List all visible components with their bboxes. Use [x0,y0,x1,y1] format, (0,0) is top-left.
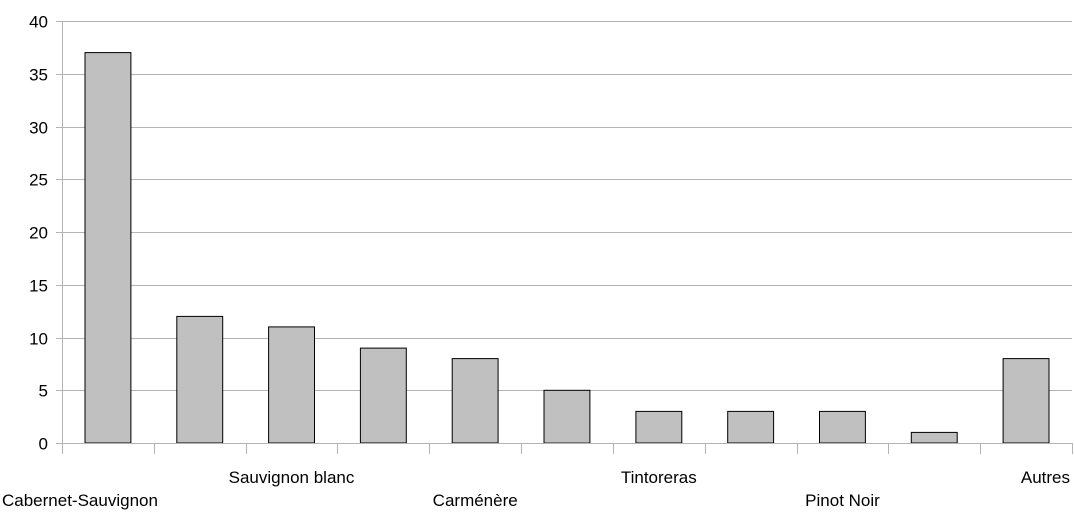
x-category-label: Carménère [433,491,518,510]
bar [543,389,591,444]
x-category-label: Tintoreras [621,468,697,487]
y-tick-label: 25 [29,171,48,190]
bar [176,315,224,444]
y-tick-label: 5 [39,382,48,401]
bar [910,431,958,444]
y-tick-label: 40 [29,13,48,32]
gridlines [56,21,1072,444]
y-tick-label: 35 [29,66,48,85]
x-category-label: Pinot Noir [805,491,880,510]
bar [819,410,866,444]
y-tick-label: 30 [29,119,48,138]
bar [84,52,132,444]
y-tick-label: 10 [29,330,48,349]
bar [268,326,316,444]
bar [727,410,775,444]
bars [84,52,1050,444]
x-category-label: Sauvignon blanc [229,468,355,487]
bar [1002,358,1050,444]
bar [359,347,407,444]
x-axis-category-labels: Cabernet-Sauvignon Sauvignon blanc Carménè… [2,468,1070,510]
x-category-label: Autres [1021,468,1070,487]
bar [451,358,499,444]
y-axis-tick-labels: 0 5 10 15 20 25 30 35 40 [29,13,48,454]
y-tick-label: 20 [29,224,48,243]
bar [635,410,683,444]
y-tick-label: 0 [39,435,48,454]
x-category-label: Cabernet-Sauvignon [2,491,158,510]
axes [62,21,1073,454]
y-tick-label: 15 [29,277,48,296]
